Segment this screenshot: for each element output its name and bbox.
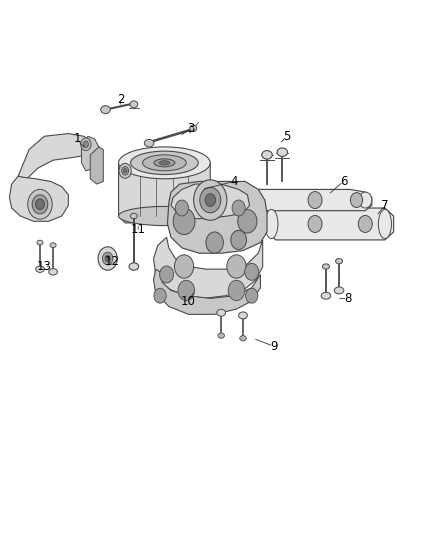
Ellipse shape (321, 292, 331, 299)
Circle shape (238, 209, 257, 233)
Circle shape (308, 215, 322, 232)
Ellipse shape (37, 240, 43, 245)
Ellipse shape (190, 125, 197, 132)
Text: 4: 4 (230, 175, 238, 188)
Polygon shape (81, 136, 99, 171)
Circle shape (206, 232, 223, 253)
Ellipse shape (378, 209, 392, 239)
Circle shape (83, 141, 88, 148)
Ellipse shape (119, 206, 210, 225)
Circle shape (200, 187, 221, 213)
Ellipse shape (119, 147, 210, 179)
Ellipse shape (277, 148, 288, 157)
Ellipse shape (239, 189, 256, 211)
Text: 9: 9 (270, 340, 277, 353)
Circle shape (350, 192, 363, 207)
Circle shape (245, 263, 259, 280)
Text: 12: 12 (105, 255, 120, 268)
Circle shape (81, 138, 91, 151)
Text: 8: 8 (344, 292, 351, 305)
Circle shape (194, 180, 227, 220)
Circle shape (227, 255, 246, 278)
Text: 11: 11 (131, 223, 146, 236)
Polygon shape (18, 134, 95, 179)
Ellipse shape (334, 287, 344, 294)
Ellipse shape (143, 155, 186, 171)
Polygon shape (10, 176, 68, 221)
Ellipse shape (240, 336, 246, 341)
Ellipse shape (322, 264, 329, 269)
Ellipse shape (359, 192, 372, 208)
Ellipse shape (262, 151, 272, 159)
Polygon shape (263, 208, 394, 240)
Ellipse shape (131, 151, 198, 174)
Circle shape (159, 266, 173, 283)
Ellipse shape (218, 333, 224, 338)
Ellipse shape (49, 269, 57, 275)
Ellipse shape (265, 209, 278, 239)
Text: 5: 5 (283, 130, 290, 143)
Circle shape (178, 280, 194, 301)
Ellipse shape (122, 166, 129, 175)
Circle shape (308, 191, 322, 208)
Polygon shape (90, 147, 103, 184)
Text: 3: 3 (187, 122, 194, 135)
Polygon shape (119, 163, 210, 223)
Text: 10: 10 (181, 295, 196, 308)
Circle shape (28, 189, 52, 219)
Ellipse shape (124, 168, 127, 173)
Circle shape (205, 193, 215, 206)
Circle shape (358, 215, 372, 232)
Ellipse shape (159, 161, 170, 165)
Ellipse shape (129, 263, 139, 270)
Ellipse shape (336, 259, 343, 264)
Polygon shape (167, 181, 267, 253)
Text: 13: 13 (37, 260, 52, 273)
Circle shape (231, 230, 247, 249)
Ellipse shape (217, 309, 226, 316)
Text: 1: 1 (73, 132, 81, 146)
Circle shape (175, 200, 188, 216)
Text: 6: 6 (340, 175, 347, 188)
Circle shape (98, 247, 117, 270)
Ellipse shape (145, 140, 154, 147)
Circle shape (246, 288, 258, 303)
Text: 7: 7 (381, 199, 389, 212)
Ellipse shape (101, 106, 110, 114)
Polygon shape (239, 189, 372, 211)
Ellipse shape (35, 266, 44, 272)
Circle shape (174, 255, 194, 278)
Ellipse shape (119, 164, 131, 178)
Ellipse shape (130, 101, 138, 108)
Circle shape (32, 195, 48, 214)
Ellipse shape (50, 243, 56, 248)
Polygon shape (171, 184, 250, 219)
Circle shape (35, 199, 44, 209)
Ellipse shape (239, 312, 247, 319)
Circle shape (154, 288, 166, 303)
Polygon shape (153, 269, 261, 314)
Circle shape (173, 208, 195, 235)
Circle shape (105, 255, 110, 262)
Circle shape (102, 252, 113, 265)
Ellipse shape (131, 213, 138, 219)
Circle shape (228, 280, 245, 301)
Circle shape (232, 200, 245, 216)
Text: 2: 2 (117, 93, 124, 106)
Ellipse shape (154, 159, 175, 167)
Polygon shape (153, 237, 263, 298)
